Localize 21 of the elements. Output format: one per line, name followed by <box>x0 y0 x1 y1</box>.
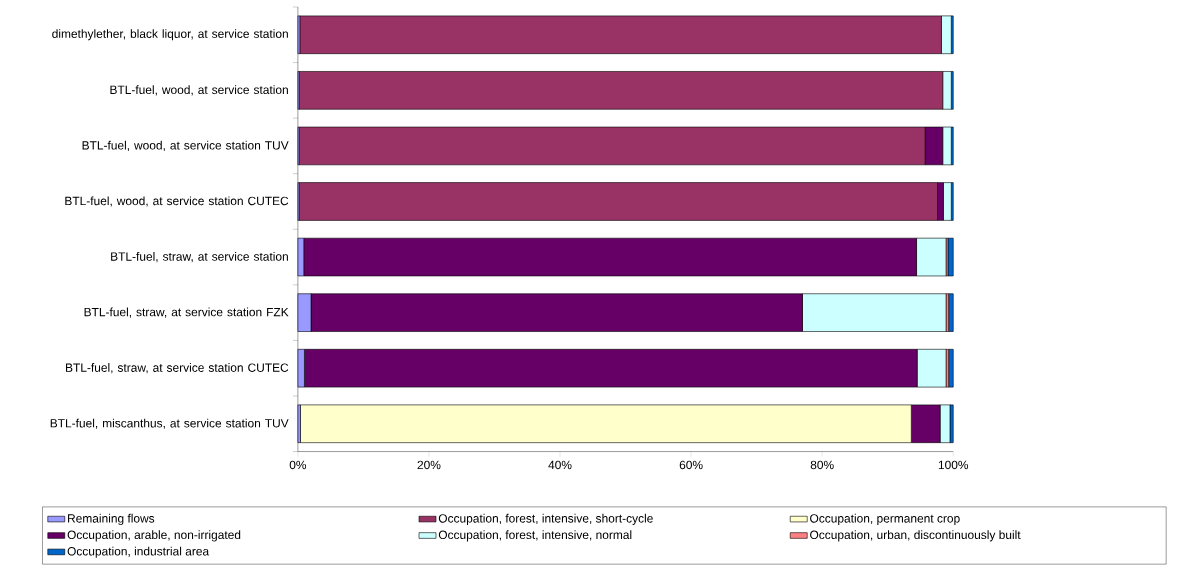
legend-label: Occupation, industrial area <box>67 546 210 558</box>
y-tick-label: dimethylether, black liquor, at service station <box>52 29 288 41</box>
x-tick-label: 60% <box>679 460 703 469</box>
y-tick-label: BTL-fuel, wood, at service station CUTEC <box>65 196 289 207</box>
legend-label: Occupation, arable, non-irrigated <box>67 530 241 542</box>
y-tick-label: BTL-fuel, straw, at service station <box>111 251 288 262</box>
legend-label: Occupation, forest, intensive, normal <box>438 530 632 542</box>
y-tick-label: BTL-fuel, straw, at service station CUTEC <box>66 362 289 374</box>
y-tick-label: BTL-fuel, straw, at service station FZK <box>84 307 289 318</box>
y-tick-label: BTL-fuel, wood, at service station <box>110 85 288 96</box>
x-tick-label: 100% <box>938 460 969 469</box>
x-tick-label: 20% <box>417 460 441 469</box>
y-tick-label: BTL-fuel, miscanthus, at service station TUV <box>50 418 289 429</box>
legend-label: Occupation, forest, intensive, short-cycle <box>438 513 653 525</box>
x-tick-label: 0% <box>289 460 307 469</box>
x-tick-label: 80% <box>810 460 834 469</box>
legend-label: Occupation, permanent crop <box>810 513 960 525</box>
x-tick-label: 40% <box>548 460 572 469</box>
legend-label: Remaining flows <box>68 513 155 525</box>
y-tick-label: BTL-fuel, wood, at service station TUV <box>82 140 289 151</box>
legend-label: Occupation, urban, discontinuously built <box>810 530 1021 542</box>
